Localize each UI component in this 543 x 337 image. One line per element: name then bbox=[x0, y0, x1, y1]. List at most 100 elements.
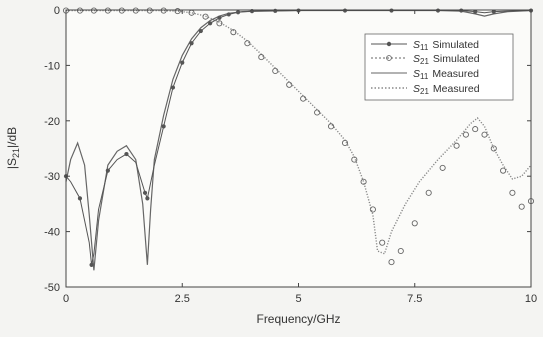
s21-simulated-point bbox=[490, 145, 497, 152]
s21-simulated-point bbox=[104, 7, 111, 14]
s11-simulated-point bbox=[273, 8, 278, 13]
s21-simulated-point bbox=[314, 109, 321, 116]
s11-simulated-point bbox=[170, 85, 176, 90]
y-tick-labels: 0 -10 -20 -30 -40 -50 bbox=[44, 5, 60, 294]
s11-simulated-point bbox=[189, 41, 194, 46]
s21-simulated-point bbox=[379, 239, 386, 246]
s11-simulated-point bbox=[124, 151, 129, 157]
legend-s11-sim-text: Simulated bbox=[432, 39, 479, 51]
s21-simulated-point bbox=[462, 131, 469, 138]
y-axis-title-base: |S bbox=[5, 158, 19, 169]
s21-simulated-point bbox=[118, 7, 125, 14]
legend-s11-sim-base: S bbox=[413, 39, 420, 51]
y-tick-label: -40 bbox=[44, 227, 60, 239]
legend-s11-sim-sub: 11 bbox=[420, 43, 429, 52]
s11-simulated-point bbox=[435, 8, 441, 13]
x-tick-label: 0 bbox=[63, 293, 69, 305]
s11-simulated-point bbox=[226, 12, 231, 17]
legend-label-s11-measured: S11 Measured bbox=[413, 68, 479, 81]
x-tick-label: 5 bbox=[295, 293, 301, 305]
s21-simulated-point bbox=[397, 247, 404, 255]
legend-s21-sim-sub: 21 bbox=[420, 57, 429, 66]
s21-simulated-point bbox=[202, 13, 209, 20]
s21-simulated-point bbox=[132, 7, 139, 14]
s21-simulated-point bbox=[286, 81, 293, 88]
s11-simulated-point bbox=[459, 8, 464, 13]
y-tick-label: -50 bbox=[44, 282, 60, 294]
s11-simulated-point bbox=[142, 190, 148, 195]
s21-simulated-point bbox=[439, 164, 446, 171]
legend: S11 Simulated S21 Simulated S11 Measured S2… bbox=[364, 33, 514, 101]
y-axis-title-subscript: 21 bbox=[11, 148, 21, 158]
s11-simulated-point bbox=[389, 8, 394, 13]
s11-simulated-point bbox=[208, 21, 213, 26]
s21-simulated-point bbox=[327, 123, 335, 130]
series-layer bbox=[62, 7, 535, 271]
y-tick-label: -30 bbox=[44, 171, 60, 183]
s21-simulated-point bbox=[472, 126, 479, 133]
legend-s21-sim-text: Simulated bbox=[433, 53, 480, 65]
s11-simulated-point bbox=[217, 15, 222, 20]
x-tick-label: 2.5 bbox=[175, 293, 190, 305]
s11-simulated-point bbox=[180, 60, 185, 65]
s21-simulated-point bbox=[258, 54, 265, 61]
legend-s11-meas-sub: 11 bbox=[420, 72, 429, 81]
s21-simulated-point bbox=[272, 67, 279, 74]
s21-simulated-point bbox=[453, 142, 460, 149]
s21-simulated-point bbox=[425, 189, 432, 196]
s11-simulated-point bbox=[198, 28, 203, 34]
y-tick-marks bbox=[66, 9, 531, 288]
x-tick-label: 7.5 bbox=[407, 293, 422, 305]
s21-simulated-point bbox=[146, 7, 153, 14]
x-tick-labels: 0 2.5 5 7.5 10 bbox=[63, 293, 537, 305]
s21-simulated-point bbox=[216, 20, 223, 27]
legend-s21-meas-base: S bbox=[413, 83, 420, 95]
s21-simulated-point bbox=[411, 220, 418, 227]
legend-label-s21-measured: S21 Measured bbox=[413, 83, 480, 96]
s21-simulated-point bbox=[351, 156, 358, 163]
s21-simulated-point bbox=[174, 8, 181, 15]
x-tick-label: 10 bbox=[525, 293, 537, 305]
s21-simulated-point bbox=[360, 178, 367, 185]
s21-simulated-point bbox=[90, 7, 97, 14]
legend-s21-meas-sub: 21 bbox=[420, 87, 429, 96]
legend-s11-meas-text: Measured bbox=[432, 68, 479, 80]
s21-simulated-point bbox=[300, 95, 307, 102]
s11-simulated-point bbox=[161, 124, 166, 129]
s11-simulated-point bbox=[105, 168, 110, 173]
s21-simulated-point bbox=[160, 7, 167, 14]
y-tick-label: -10 bbox=[44, 60, 60, 72]
y-tick-label: -20 bbox=[44, 116, 60, 128]
s21-simulated-point bbox=[518, 203, 525, 210]
y-tick-label: 0 bbox=[54, 5, 60, 17]
s11-simulated-point bbox=[491, 9, 496, 14]
legend-label-s21-simulated: S21 Simulated bbox=[413, 53, 480, 66]
s21-simulated-point bbox=[481, 131, 488, 138]
s11-simulated-point bbox=[235, 10, 241, 15]
s21-simulated-point bbox=[369, 206, 376, 213]
s21-simulated-point bbox=[509, 189, 516, 196]
legend-label-s11-simulated: S11 Simulated bbox=[413, 39, 479, 52]
x-axis-title: Frequency/GHz bbox=[256, 312, 340, 326]
series-s11-simulated bbox=[65, 10, 532, 265]
s11-simulated-point bbox=[77, 196, 83, 201]
s21-simulated-point bbox=[76, 7, 83, 14]
legend-s21-sim-base: S bbox=[413, 53, 420, 65]
legend-s21-meas-text: Measured bbox=[433, 83, 480, 95]
s21-simulated-point bbox=[244, 40, 251, 47]
s21-simulated-point bbox=[388, 259, 395, 266]
y-axis-title-tail: |/dB bbox=[5, 127, 19, 148]
legend-marker-s11-simulated bbox=[386, 41, 392, 47]
s11-simulated-point bbox=[473, 9, 478, 14]
s11-simulated-point bbox=[342, 8, 348, 13]
legend-marker-s21-simulated bbox=[386, 55, 392, 61]
s11-simulated-point bbox=[145, 196, 150, 201]
y-axis-title: |S21|/dB bbox=[5, 127, 21, 169]
x-tick-marks bbox=[65, 10, 532, 287]
s21-simulated-point bbox=[230, 29, 237, 36]
s21-simulated-point bbox=[500, 167, 507, 174]
legend-s11-meas-base: S bbox=[413, 68, 420, 80]
s11-simulated-point bbox=[89, 262, 94, 267]
